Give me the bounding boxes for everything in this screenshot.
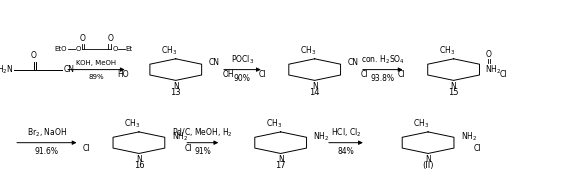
- Text: N: N: [425, 155, 431, 164]
- Text: NH$_2$: NH$_2$: [461, 130, 477, 143]
- Text: CH$_3$: CH$_3$: [161, 45, 177, 57]
- Text: N: N: [173, 82, 179, 91]
- Text: 84%: 84%: [337, 147, 354, 156]
- Text: N: N: [278, 155, 284, 164]
- Text: O: O: [108, 34, 113, 43]
- Text: Et: Et: [126, 46, 133, 52]
- Text: NH$_2$: NH$_2$: [485, 64, 501, 76]
- Text: 16: 16: [134, 161, 144, 170]
- Text: KOH, MeOH: KOH, MeOH: [77, 60, 116, 66]
- Text: O: O: [112, 46, 117, 52]
- Text: POCl$_3$: POCl$_3$: [231, 54, 254, 66]
- Text: CN: CN: [209, 58, 219, 67]
- Text: CH$_3$: CH$_3$: [266, 118, 282, 130]
- Text: O: O: [31, 51, 37, 60]
- Text: 91.6%: 91.6%: [35, 147, 59, 156]
- Text: N: N: [136, 155, 142, 164]
- Text: Cl: Cl: [397, 70, 405, 80]
- Text: 15: 15: [448, 88, 459, 97]
- Text: CH$_3$: CH$_3$: [413, 118, 429, 130]
- Text: Cl: Cl: [474, 144, 481, 153]
- Text: Cl: Cl: [500, 70, 507, 80]
- Text: 13: 13: [171, 88, 181, 97]
- Text: CH$_3$: CH$_3$: [439, 45, 455, 57]
- Text: con. H$_2$SO$_4$: con. H$_2$SO$_4$: [361, 54, 405, 66]
- Text: Cl: Cl: [259, 70, 266, 80]
- Text: 14: 14: [310, 88, 320, 97]
- Text: Br$_2$, NaOH: Br$_2$, NaOH: [27, 127, 67, 139]
- Text: 89%: 89%: [88, 74, 104, 80]
- Text: N: N: [451, 82, 456, 91]
- Text: O: O: [79, 34, 85, 43]
- Text: Cl: Cl: [361, 70, 368, 80]
- Text: 93.8%: 93.8%: [371, 74, 395, 83]
- Text: 17: 17: [276, 161, 286, 170]
- Text: CN: CN: [348, 58, 358, 67]
- Text: 90%: 90%: [234, 74, 251, 83]
- Text: HO: HO: [117, 70, 129, 80]
- Text: OH: OH: [222, 70, 234, 80]
- Text: NH$_2$: NH$_2$: [314, 130, 329, 143]
- Text: (II): (II): [422, 161, 434, 170]
- Text: O: O: [75, 46, 81, 52]
- Text: CN: CN: [64, 65, 74, 74]
- Text: NH$_2$: NH$_2$: [172, 130, 188, 143]
- Text: N: N: [312, 82, 318, 91]
- Text: Pd/C, MeOH, H$_2$: Pd/C, MeOH, H$_2$: [172, 127, 233, 139]
- Text: CH$_3$: CH$_3$: [124, 118, 140, 130]
- Text: O: O: [485, 50, 491, 59]
- Text: 91%: 91%: [194, 147, 211, 156]
- Text: EtO: EtO: [54, 46, 67, 52]
- Text: H$_2$N: H$_2$N: [0, 63, 13, 76]
- Text: CH$_3$: CH$_3$: [300, 45, 316, 57]
- Text: Cl: Cl: [83, 144, 90, 153]
- Text: Cl: Cl: [185, 144, 192, 153]
- Text: HCl, Cl$_2$: HCl, Cl$_2$: [331, 127, 361, 139]
